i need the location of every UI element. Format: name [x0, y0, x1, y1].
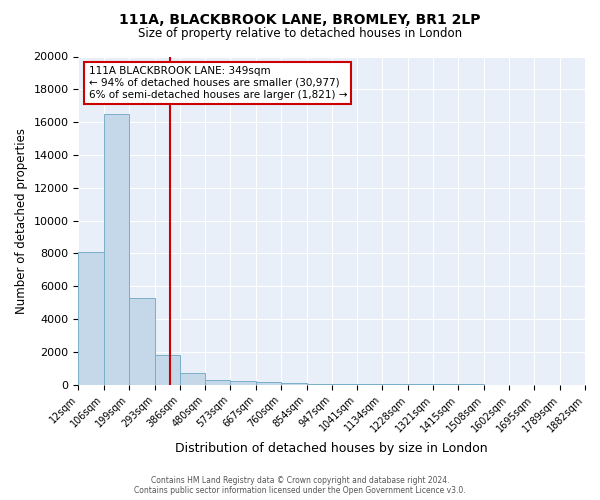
Text: Size of property relative to detached houses in London: Size of property relative to detached ho… — [138, 28, 462, 40]
Bar — [281, 383, 307, 384]
Bar — [256, 382, 281, 384]
Y-axis label: Number of detached properties: Number of detached properties — [15, 128, 28, 314]
Text: 111A BLACKBROOK LANE: 349sqm
← 94% of detached houses are smaller (30,977)
6% of: 111A BLACKBROOK LANE: 349sqm ← 94% of de… — [89, 66, 347, 100]
Bar — [79, 252, 104, 384]
Bar — [129, 298, 155, 384]
Bar — [180, 373, 205, 384]
Bar — [205, 380, 230, 384]
Text: 111A, BLACKBROOK LANE, BROMLEY, BR1 2LP: 111A, BLACKBROOK LANE, BROMLEY, BR1 2LP — [119, 12, 481, 26]
Text: Contains HM Land Registry data © Crown copyright and database right 2024.
Contai: Contains HM Land Registry data © Crown c… — [134, 476, 466, 495]
Bar — [104, 114, 129, 384]
Bar — [155, 355, 180, 384]
X-axis label: Distribution of detached houses by size in London: Distribution of detached houses by size … — [175, 442, 488, 455]
Bar — [230, 381, 256, 384]
